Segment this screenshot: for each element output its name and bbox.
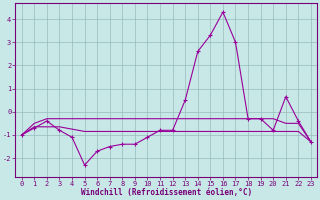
X-axis label: Windchill (Refroidissement éolien,°C): Windchill (Refroidissement éolien,°C) bbox=[81, 188, 252, 197]
